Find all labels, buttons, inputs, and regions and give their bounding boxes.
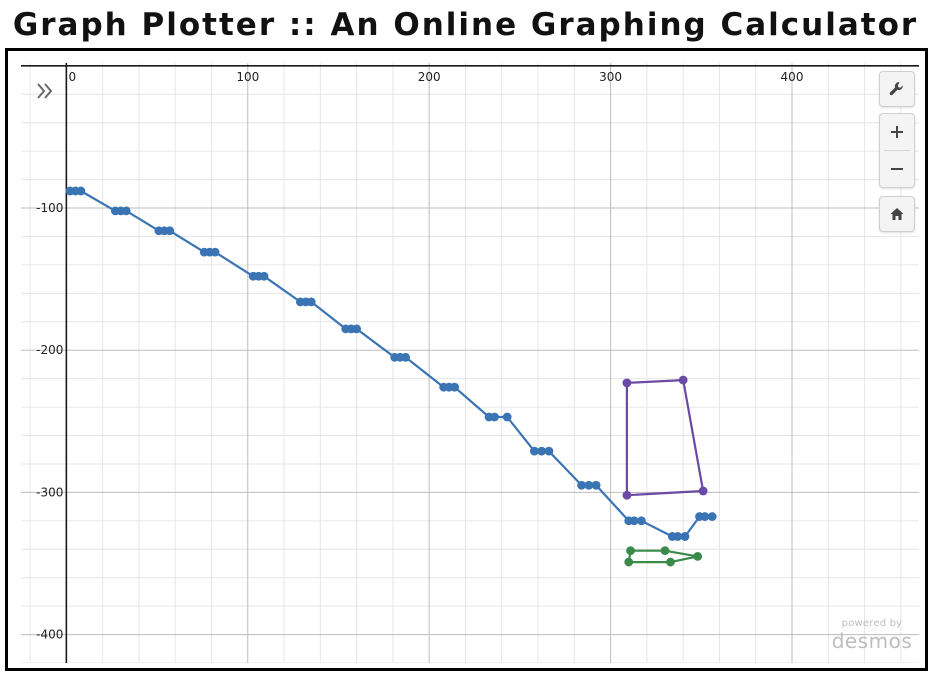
point-purple: [698, 486, 708, 496]
point-blue: [680, 532, 690, 541]
double-chevron-right-icon: [37, 83, 53, 99]
home-icon: [890, 208, 904, 220]
zoom-controls: [879, 113, 915, 188]
point-blue: [700, 512, 710, 521]
page-title: Graph Plotter :: An Online Graphing Calc…: [12, 7, 919, 43]
graph-canvas[interactable]: 0 100 200 300 400 -100 -200 -300 -400: [21, 63, 919, 663]
zoom-in-button[interactable]: [880, 114, 914, 150]
point-blue: [401, 352, 410, 362]
point-blue: [577, 480, 586, 490]
point-blue: [537, 446, 547, 456]
point-blue: [121, 206, 131, 216]
y-tick-label: -400: [36, 628, 63, 642]
desmos-logo-text: desmos: [831, 629, 913, 653]
zoom-out-button[interactable]: [880, 151, 914, 187]
point-blue: [707, 512, 717, 521]
point-blue: [306, 297, 316, 307]
point-blue: [591, 480, 601, 490]
x-tick-label: 0: [69, 70, 77, 84]
x-tick-label: 400: [781, 70, 804, 84]
series-line-purple: [625, 379, 705, 497]
powered-by-text: powered by: [841, 618, 903, 629]
x-tick-label: 300: [599, 70, 622, 84]
series-line-blue: [70, 189, 713, 538]
point-blue: [673, 532, 683, 541]
minus-icon: [891, 168, 903, 170]
y-tick-label: -100: [36, 201, 63, 215]
graph-area[interactable]: 0 100 200 300 400 -100 -200 -300 -400: [21, 63, 919, 663]
point-purple: [622, 490, 632, 500]
point-blue: [530, 446, 539, 456]
point-green: [624, 557, 634, 567]
point-blue: [450, 382, 459, 392]
point-blue: [259, 271, 269, 281]
wrench-icon: [889, 82, 903, 96]
point-blue: [210, 247, 220, 257]
default-viewport-button[interactable]: [879, 196, 915, 232]
point-blue: [490, 412, 499, 422]
point-purple: [622, 378, 632, 388]
point-blue: [352, 324, 362, 334]
point-blue: [584, 480, 594, 490]
expand-panel-button[interactable]: [33, 77, 59, 105]
desmos-watermark[interactable]: powered by desmos: [831, 618, 913, 653]
point-blue: [502, 412, 512, 422]
point-blue: [165, 226, 175, 236]
x-tick-label: 100: [236, 70, 259, 84]
point-blue: [76, 186, 86, 196]
point-green: [693, 551, 703, 561]
calculator-frame: 0 100 200 300 400 -100 -200 -300 -400: [5, 48, 928, 671]
zoom-divider: [884, 150, 910, 151]
graph-settings-button[interactable]: [879, 71, 915, 107]
y-tick-label: -200: [36, 343, 63, 357]
point-blue: [544, 446, 554, 456]
point-purple: [678, 375, 688, 385]
point-green: [626, 546, 635, 556]
point-green: [660, 546, 670, 556]
y-tick-label: -300: [36, 485, 63, 499]
point-blue: [629, 516, 639, 526]
x-tick-label: 200: [418, 70, 441, 84]
plus-icon: [891, 126, 903, 138]
point-blue: [637, 516, 646, 526]
point-green: [666, 557, 675, 567]
